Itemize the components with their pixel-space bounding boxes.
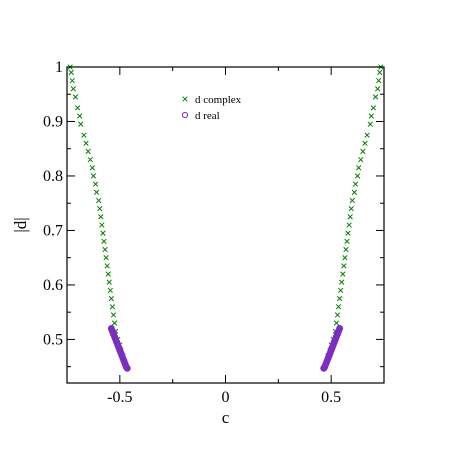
data-point-x	[109, 304, 116, 310]
y-tick-label: 0.9	[43, 113, 63, 130]
data-point-x	[362, 140, 368, 146]
data-point-x	[107, 287, 113, 294]
data-point-x	[354, 173, 361, 179]
data-point-x	[358, 156, 364, 163]
data-point-x	[106, 279, 112, 285]
data-point-x	[83, 140, 89, 146]
data-point-x	[377, 69, 383, 76]
legend-marker	[181, 111, 189, 119]
y-tick-label: 1	[55, 59, 63, 76]
legend: d complex d real	[176, 89, 272, 126]
data-point-x	[92, 181, 99, 187]
data-point-x	[372, 94, 379, 100]
data-point-x	[335, 304, 342, 310]
data-point-x	[376, 77, 382, 84]
data-point-x	[78, 121, 84, 127]
data-point-x	[81, 132, 87, 138]
data-point-x	[341, 263, 347, 269]
data-point-circle	[123, 364, 131, 372]
x-axis-title: c	[222, 408, 230, 427]
data-point-x	[111, 320, 118, 326]
data-point-x	[345, 230, 351, 236]
data-point-x	[101, 238, 107, 244]
data-point-x	[105, 271, 111, 277]
y-tick-label: 0.7	[43, 222, 63, 239]
data-point-circle	[336, 325, 344, 333]
data-point-x	[77, 113, 83, 119]
series-1	[107, 325, 344, 372]
legend-label: d real	[195, 110, 220, 122]
ticks-layer: -0.5 0 0.5 0.5 0.6 0.7 0.8 0.9 1	[43, 59, 385, 406]
data-point-x	[344, 238, 350, 244]
data-point-x	[87, 156, 93, 163]
data-point-x	[339, 279, 345, 285]
data-point-x	[104, 263, 110, 269]
data-point-x	[375, 86, 381, 92]
y-tick-label: 0.5	[43, 331, 63, 348]
data-point-x	[355, 165, 362, 171]
data-point-x	[368, 113, 374, 119]
data-point-x	[352, 181, 359, 187]
data-point-x	[364, 132, 370, 138]
data-point-x	[85, 148, 91, 155]
data-point-x	[349, 197, 355, 204]
data-point-x	[69, 77, 75, 84]
data-point-x	[100, 230, 106, 236]
data-point-x	[97, 206, 103, 212]
data-point-x	[334, 312, 341, 318]
data-point-x	[367, 121, 373, 127]
data-point-x	[360, 148, 366, 155]
data-point-x	[336, 295, 343, 302]
data-point-x	[343, 246, 349, 253]
data-point-x	[348, 206, 354, 212]
data-point-x	[103, 255, 109, 261]
data-point-x	[93, 189, 100, 195]
x-tick-label: -0.5	[107, 389, 132, 406]
data-point-x	[351, 189, 358, 195]
data-point-x	[347, 214, 353, 220]
data-point-x	[342, 255, 348, 261]
data-point-x	[74, 105, 81, 111]
x-tick-label: 0	[222, 389, 230, 406]
data-point-x	[340, 271, 346, 277]
data-point-x	[182, 96, 188, 102]
data-point-x	[70, 86, 76, 92]
legend-box	[176, 89, 272, 126]
data-point-x	[333, 320, 340, 326]
data-point-x	[98, 214, 104, 220]
y-axis-title: |d|	[11, 217, 30, 232]
data-point-x	[370, 105, 377, 111]
data-point-x	[96, 197, 102, 204]
data-point-x	[108, 295, 115, 302]
y-tick-label: 0.6	[43, 277, 63, 294]
data-point-x	[68, 69, 74, 76]
data-point-x	[338, 287, 344, 294]
data-point-x	[110, 312, 117, 318]
data-point-x	[346, 222, 352, 228]
marks-layer	[67, 64, 384, 372]
data-point-x	[99, 222, 105, 228]
data-point-x	[72, 94, 79, 100]
data-point-x	[102, 246, 108, 253]
x-tick-label: 0.5	[321, 389, 341, 406]
data-point-x	[90, 173, 97, 179]
data-point-x	[89, 165, 96, 171]
y-tick-label: 0.8	[43, 168, 63, 185]
legend-label: d complex	[195, 94, 242, 106]
